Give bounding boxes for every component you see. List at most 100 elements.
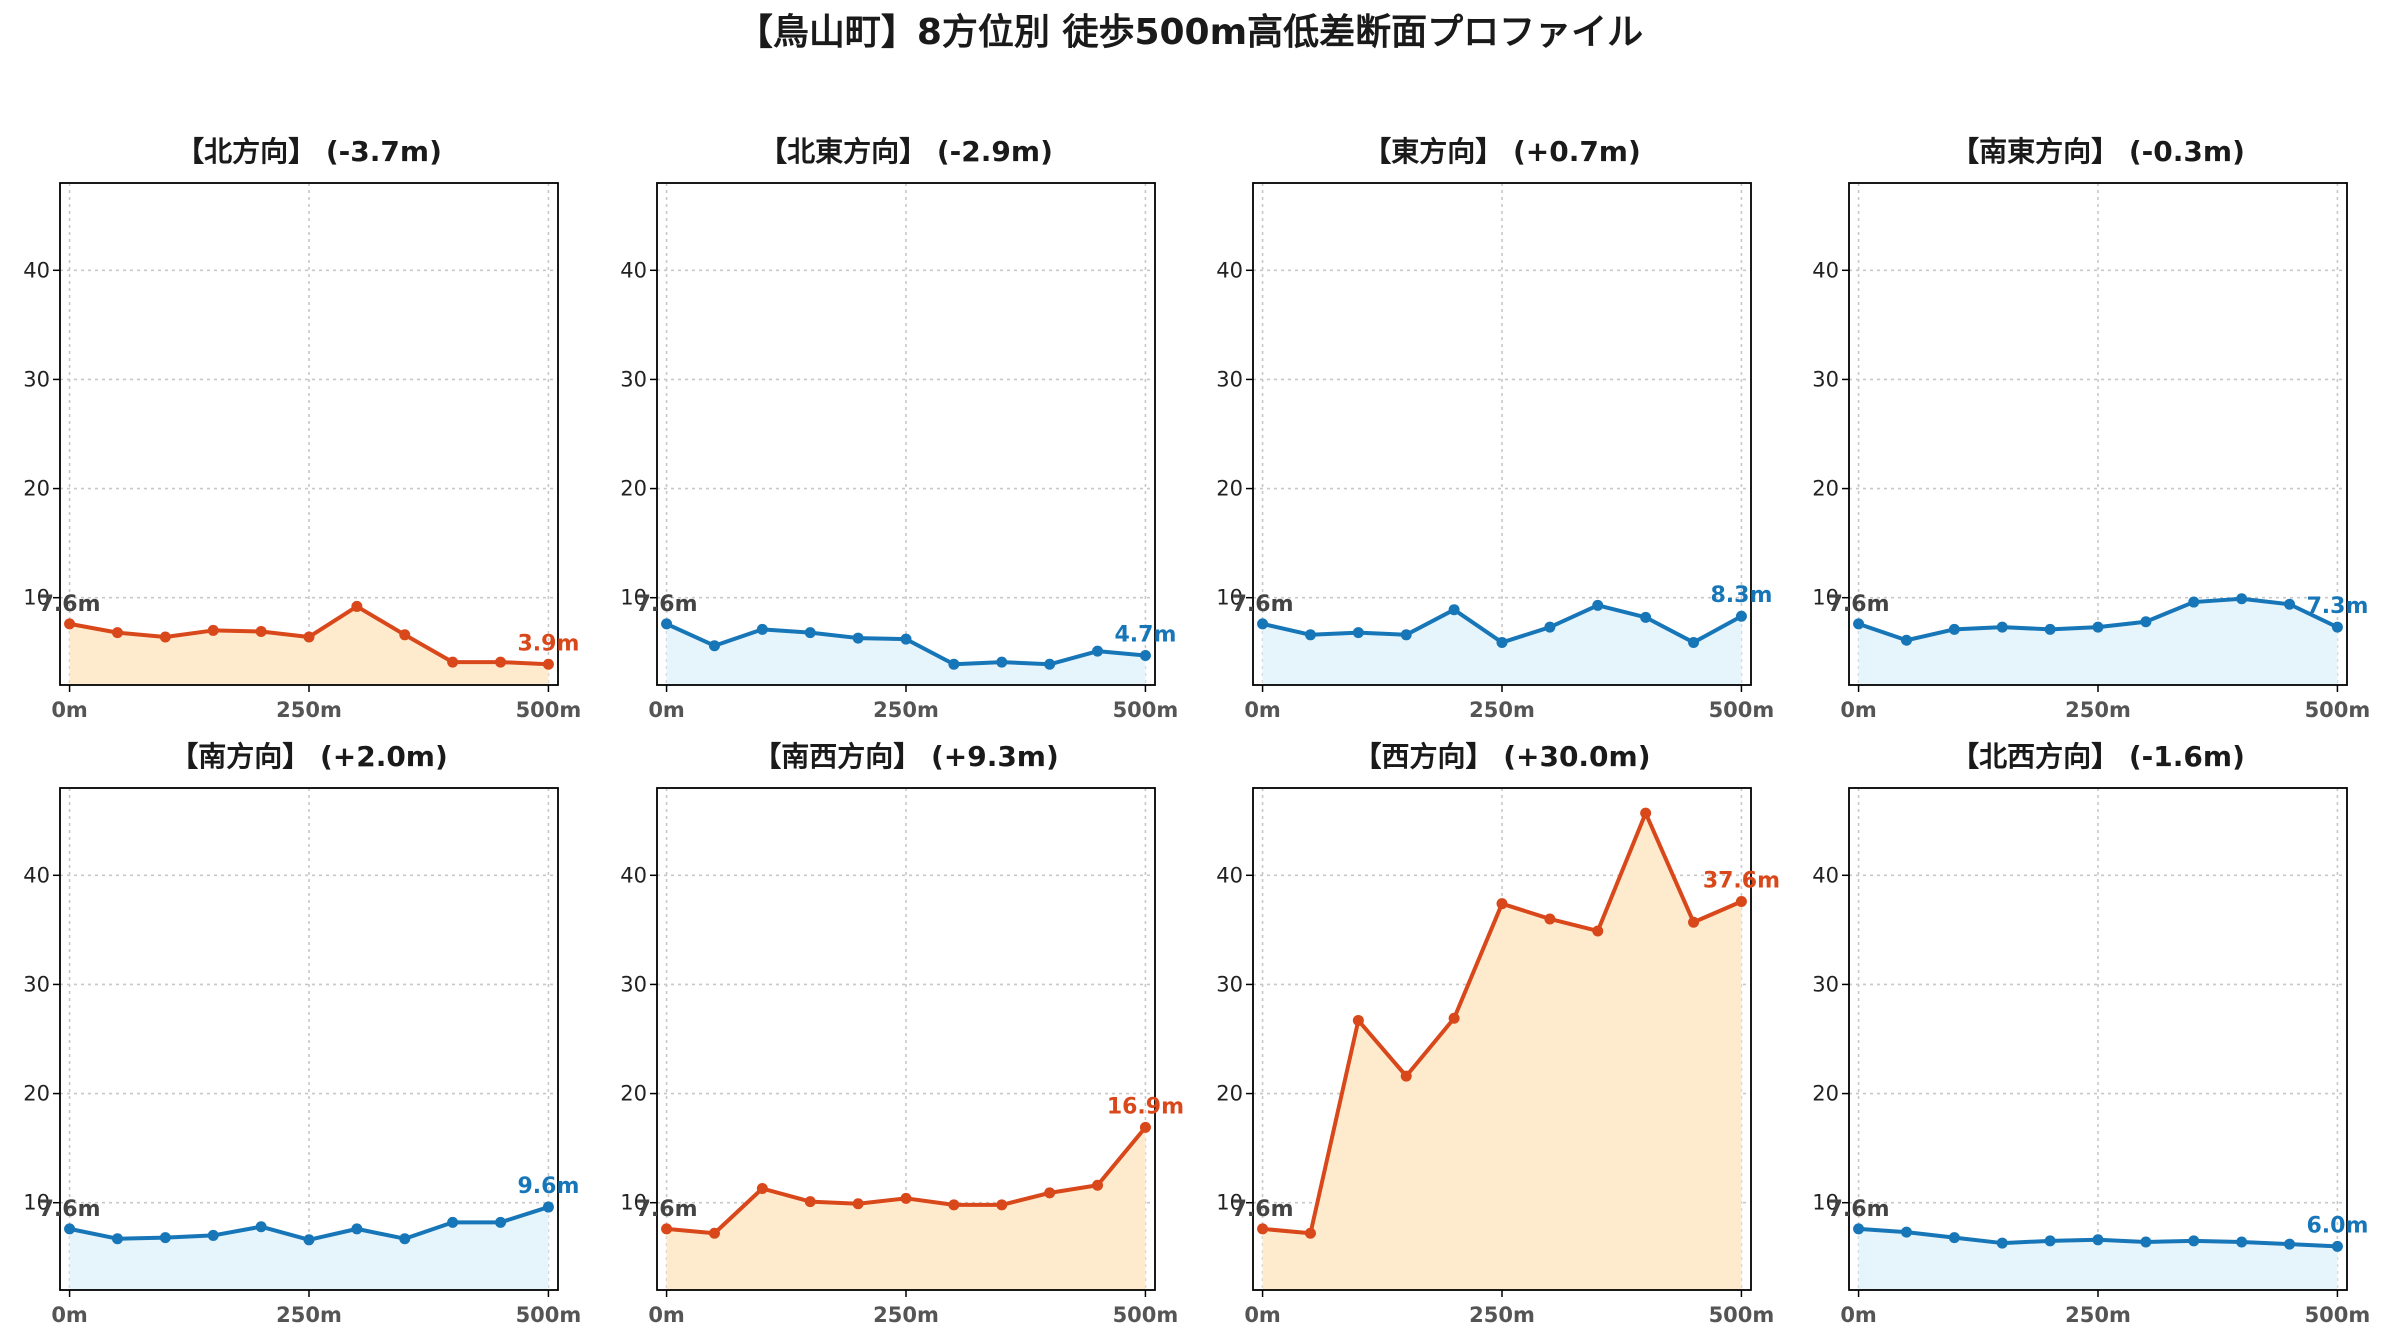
panel-7: 【西方向】 (+30.0m) 10 20 30 40 0m 250m 500m 7.6m 37.6… [1216,740,1780,1327]
data-point [2140,1236,2152,1248]
data-point [495,656,507,668]
data-point [1044,658,1056,670]
data-point [351,600,363,612]
data-point [303,631,315,643]
data-point [303,1234,315,1246]
end-value-label: 8.3m [1710,583,1772,608]
x-tick-label: 0m [51,1303,88,1327]
y-tick-label: 10 [1216,586,1243,610]
data-point [2284,598,2296,610]
data-point [1948,1232,1960,1244]
start-value-label: 7.6m [39,592,101,617]
data-point [996,656,1008,668]
data-point [661,618,673,630]
elevation-area [1858,598,2338,685]
x-tick-label: 0m [1244,698,1281,722]
data-point [111,1233,123,1245]
data-point [207,1229,219,1241]
panel-4: 【南東方向】 (-0.3m) 10 20 30 40 0m 250m 500m 7.6m 7.3m [1812,135,2370,722]
y-tick-label: 20 [1216,1082,1243,1106]
data-point [852,632,864,644]
data-point [900,633,912,645]
end-value-label: 37.6m [1703,868,1780,893]
data-point [2092,1234,2104,1246]
data-point [2188,596,2200,608]
elevation-area [666,623,1146,685]
plot-frame [59,182,559,686]
end-value-label: 3.9m [517,631,579,656]
data-point [1092,645,1104,657]
data-point [1544,913,1556,925]
x-tick-label: 500m [1709,1303,1775,1327]
y-tick-label: 20 [1812,477,1839,501]
data-point [495,1216,507,1228]
elevation-area [69,606,549,685]
y-tick-label: 30 [1812,972,1839,996]
data-point [207,624,219,636]
data-point [2331,1240,2343,1252]
y-tick-label: 20 [1216,477,1243,501]
data-point [1257,618,1269,630]
panel-2: 【北東方向】 (-2.9m) 10 20 30 40 0m 250m 500m 7.6m 4.7m [620,135,1178,722]
data-point [255,626,267,638]
data-point [1304,1227,1316,1239]
panel-5: 【南方向】 (+2.0m) 10 20 30 40 0m 250m 500m 7.6m 9.6m [23,740,581,1327]
data-point [1688,636,1700,648]
y-tick-label: 40 [23,258,50,282]
y-tick-label: 40 [1216,258,1243,282]
y-tick-label: 40 [620,863,647,887]
start-value-label: 7.6m [1828,1197,1890,1222]
y-tick-label: 10 [1812,1191,1839,1215]
panel-6: 【南西方向】 (+9.3m) 10 20 30 40 0m 250m 500m 7.6m 16.9… [620,740,1184,1327]
data-point [1996,621,2008,633]
panel-1: 【北方向】 (-3.7m) 10 20 30 40 0m 250m 500m 7.6m 3.9m [23,135,581,722]
x-tick-label: 250m [2065,1303,2131,1327]
data-point [804,627,816,639]
panel-title: 【北東方向】 (-2.9m) [759,135,1053,168]
data-point [661,1223,673,1235]
x-tick-label: 500m [516,1303,582,1327]
data-point [900,1192,912,1204]
data-point [948,1199,960,1211]
plot-frame [1848,787,2348,1291]
data-point [111,627,123,639]
data-point [2331,621,2343,633]
data-point [2092,621,2104,633]
y-tick-label: 30 [1812,367,1839,391]
x-tick-label: 0m [51,698,88,722]
y-tick-label: 20 [620,477,647,501]
data-point [2284,1238,2296,1250]
plot-frame [1252,182,1752,686]
y-tick-label: 20 [23,1082,50,1106]
data-point [996,1199,1008,1211]
data-point [64,618,76,630]
data-point [1853,1223,1865,1235]
data-point [1948,623,1960,635]
x-tick-label: 500m [1709,698,1775,722]
data-point [1448,1012,1460,1024]
data-point [804,1196,816,1208]
x-tick-label: 500m [1113,1303,1179,1327]
panel-title: 【北方向】 (-3.7m) [176,135,442,168]
data-point [1640,611,1652,623]
data-point [1592,599,1604,611]
start-value-label: 7.6m [636,592,698,617]
y-tick-label: 20 [1812,1082,1839,1106]
end-value-label: 6.0m [2306,1213,2368,1238]
y-tick-label: 10 [1812,586,1839,610]
start-value-label: 7.6m [39,1197,101,1222]
x-tick-label: 250m [1469,698,1535,722]
data-point [542,1201,554,1213]
start-value-label: 7.6m [1232,1197,1294,1222]
y-tick-label: 40 [1812,258,1839,282]
data-point [1092,1179,1104,1191]
y-tick-label: 30 [620,367,647,391]
data-point [852,1198,864,1210]
y-tick-label: 30 [1216,972,1243,996]
x-tick-label: 0m [1840,698,1877,722]
data-point [2140,616,2152,628]
data-point [399,629,411,641]
x-tick-label: 250m [1469,1303,1535,1327]
plot-frame [59,787,559,1291]
